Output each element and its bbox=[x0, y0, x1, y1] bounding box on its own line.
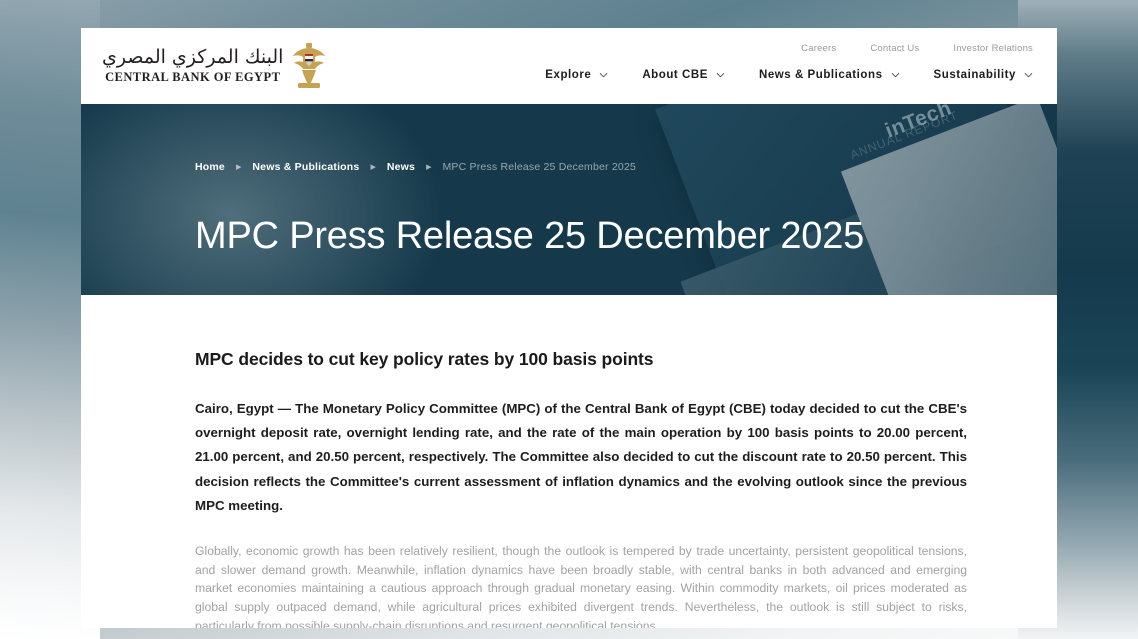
chevron-down-icon bbox=[1024, 72, 1033, 78]
brand-arabic-name: البنك المركزي المصري bbox=[102, 45, 284, 68]
nav-item-explore[interactable]: Explore bbox=[545, 69, 608, 81]
breadcrumb: Home ▶ News & Publications ▶ News ▶ MPC … bbox=[195, 161, 1057, 173]
brand-text: البنك المركزي المصري CENTRAL BANK OF EGY… bbox=[102, 45, 284, 84]
article-content: MPC decides to cut key policy rates by 1… bbox=[81, 295, 1057, 628]
hero-banner: inTech ANNUAL REPORT Home ▶ News & Publi… bbox=[81, 104, 1057, 295]
utility-link-contact-us[interactable]: Contact Us bbox=[870, 43, 920, 54]
brand-logo[interactable]: البنك المركزي المصري CENTRAL BANK OF EGY… bbox=[81, 28, 326, 90]
page-title: MPC Press Release 25 December 2025 bbox=[195, 215, 865, 257]
article-body-paragraph: Globally, economic growth has been relat… bbox=[195, 544, 967, 628]
header-right-section: Careers Contact Us Investor Relations Ex… bbox=[545, 28, 1057, 81]
breadcrumb-item-news[interactable]: News bbox=[386, 161, 416, 173]
chevron-down-icon bbox=[716, 72, 725, 78]
nav-item-about-cbe-label: About CBE bbox=[642, 69, 708, 81]
breadcrumb-item-home[interactable]: Home bbox=[195, 161, 225, 173]
nav-item-news-publications[interactable]: News & Publications bbox=[759, 69, 900, 81]
article-heading: MPC decides to cut key policy rates by 1… bbox=[195, 349, 654, 369]
egypt-eagle-emblem-icon bbox=[293, 43, 326, 88]
nav-item-sustainability[interactable]: Sustainability bbox=[934, 69, 1033, 81]
breadcrumb-item-current: MPC Press Release 25 December 2025 bbox=[442, 161, 637, 173]
chevron-down-icon bbox=[891, 72, 899, 78]
article-lead-paragraph: Cairo, Egypt — The Monetary Policy Commi… bbox=[195, 401, 967, 513]
breadcrumb-arrow-icon: ▶ bbox=[235, 164, 242, 171]
main-nav: Explore About CBE News & Publications Su… bbox=[545, 69, 1033, 81]
nav-item-explore-label: Explore bbox=[545, 69, 592, 81]
breadcrumb-arrow-icon: ▶ bbox=[370, 164, 376, 171]
nav-item-sustainability-label: Sustainability bbox=[933, 69, 1016, 81]
nav-item-news-publications-label: News & Publications bbox=[758, 69, 883, 81]
utility-link-investor-relations[interactable]: Investor Relations bbox=[953, 43, 1033, 54]
site-header: البنك المركزي المصري CENTRAL BANK OF EGY… bbox=[81, 28, 1057, 104]
hero-content: Home ▶ News & Publications ▶ News ▶ MPC … bbox=[81, 104, 1057, 258]
utility-link-careers[interactable]: Careers bbox=[801, 43, 837, 54]
breadcrumb-item-news-publications[interactable]: News & Publications bbox=[252, 161, 360, 173]
hero-light-glow bbox=[81, 104, 441, 295]
nav-item-about-cbe[interactable]: About CBE bbox=[642, 69, 725, 81]
utility-nav: Careers Contact Us Investor Relations bbox=[801, 43, 1033, 54]
website-page: البنك المركزي المصري CENTRAL BANK OF EGY… bbox=[81, 28, 1057, 628]
breadcrumb-arrow-icon: ▶ bbox=[426, 164, 432, 171]
chevron-down-icon bbox=[599, 72, 608, 78]
brand-english-name: CENTRAL BANK OF EGYPT bbox=[105, 69, 281, 84]
